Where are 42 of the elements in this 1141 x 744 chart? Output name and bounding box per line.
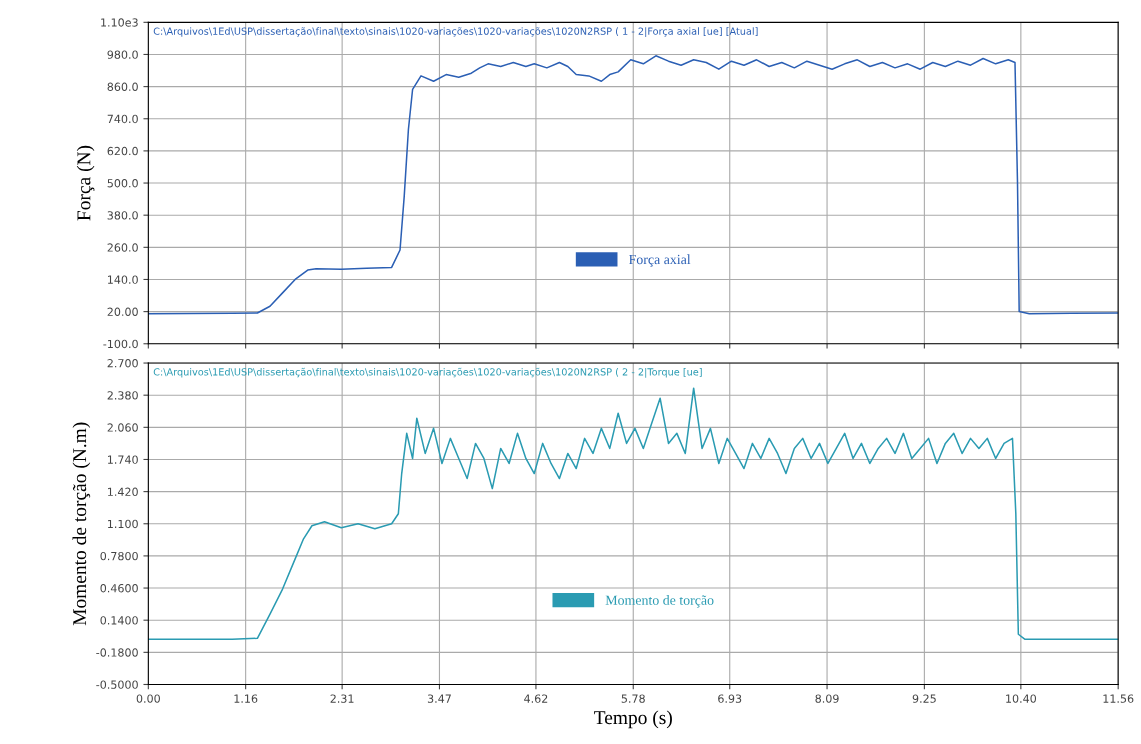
y-tick-label: 0.7800 — [100, 551, 138, 561]
y-tick-label: 140.0 — [108, 275, 138, 284]
y-tick-label: -100.0 — [103, 339, 138, 349]
x-tick-label: 11.56 — [1103, 694, 1134, 703]
y-tick-label: 1.10e3 — [101, 18, 138, 27]
x-tick-label: 0.00 — [136, 694, 160, 703]
x-tick-label: 9.25 — [912, 694, 936, 703]
y-tick-label: -0.1800 — [96, 648, 138, 657]
y-tick-label: 740.0 — [107, 114, 138, 124]
x-tick-label: 4.62 — [524, 694, 548, 703]
x-tick-label: 5.78 — [621, 694, 645, 703]
x-tick-label: 10.40 — [1006, 694, 1037, 703]
y-tick-label: 860.0 — [107, 82, 138, 91]
y-tick-label: 380.0 — [107, 211, 138, 220]
line-series — [148, 387, 1119, 641]
y-tick-label: 2.700 — [107, 359, 138, 368]
y-tick-label: 1.100 — [108, 519, 138, 529]
y-tick-label: 980.0 — [107, 50, 138, 59]
y-tick-label: 620.0 — [107, 146, 138, 156]
x-tick-label: 1.16 — [234, 694, 258, 703]
y-axis-title: Força (N) — [76, 145, 95, 221]
y-tick-label: 20.00 — [107, 307, 138, 316]
y-tick-label: 1.740 — [108, 455, 138, 464]
y-tick-label: 2.380 — [107, 391, 138, 400]
annotation: C:\Arquivos\1Ed\USP\dissertação\final\texto\sinais\1020-variações\1020-variações\1020N2RSP ( 2 - 2|Torque [ue] — [153, 367, 702, 378]
legend-label: Momento de torção — [605, 595, 714, 608]
y-tick-label: 500.0 — [107, 179, 138, 188]
y-tick-label: -0.5000 — [96, 680, 138, 689]
x-tick-label: 8.09 — [815, 694, 839, 703]
legend-label: Força axial — [629, 254, 691, 267]
x-tick-label: 6.93 — [718, 694, 742, 703]
y-axis-title: Momento de torção (N.m) — [72, 422, 91, 626]
x-tick-label: 2.31 — [330, 694, 354, 703]
line-series — [148, 55, 1119, 315]
y-tick-label: 260.0 — [107, 243, 138, 252]
y-tick-label: 1.420 — [108, 487, 138, 496]
y-tick-label: 0.1400 — [100, 616, 138, 625]
annotation: C:\Arquivos\1Ed\USP\dissertação\final\texto\sinais\1020-variações\1020-variações\1020N2RSP ( 1 - 2|Força axial [ue] [Atual] — [153, 27, 758, 37]
x-axis-title: Tempo (s) — [594, 710, 672, 729]
y-tick-label: 0.4600 — [100, 584, 138, 593]
x-tick-label: 3.47 — [427, 694, 451, 703]
y-tick-label: 2.060 — [107, 423, 138, 432]
